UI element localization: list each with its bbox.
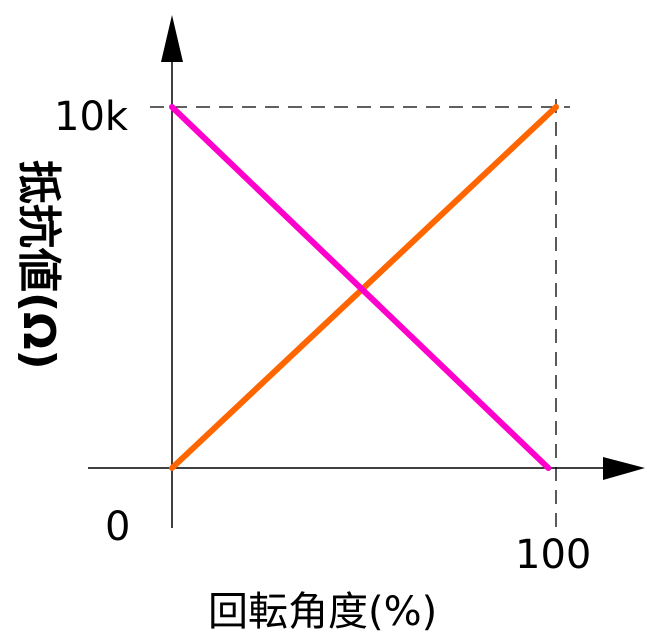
- y-tick-label-origin: 0: [105, 504, 130, 550]
- x-axis-title: 回転角度(%): [208, 589, 437, 633]
- y-axis-arrow: [161, 15, 183, 62]
- x-tick-label-max: 100: [515, 532, 591, 578]
- series-line-2: [169, 104, 552, 471]
- y-axis-title: 抵抗値(Ω): [13, 160, 64, 370]
- guide-lines: [150, 99, 570, 528]
- x-axis-arrow: [603, 457, 645, 480]
- axes: [88, 15, 645, 528]
- y-tick-label-top: 10k: [54, 94, 129, 140]
- series-group: [169, 104, 559, 471]
